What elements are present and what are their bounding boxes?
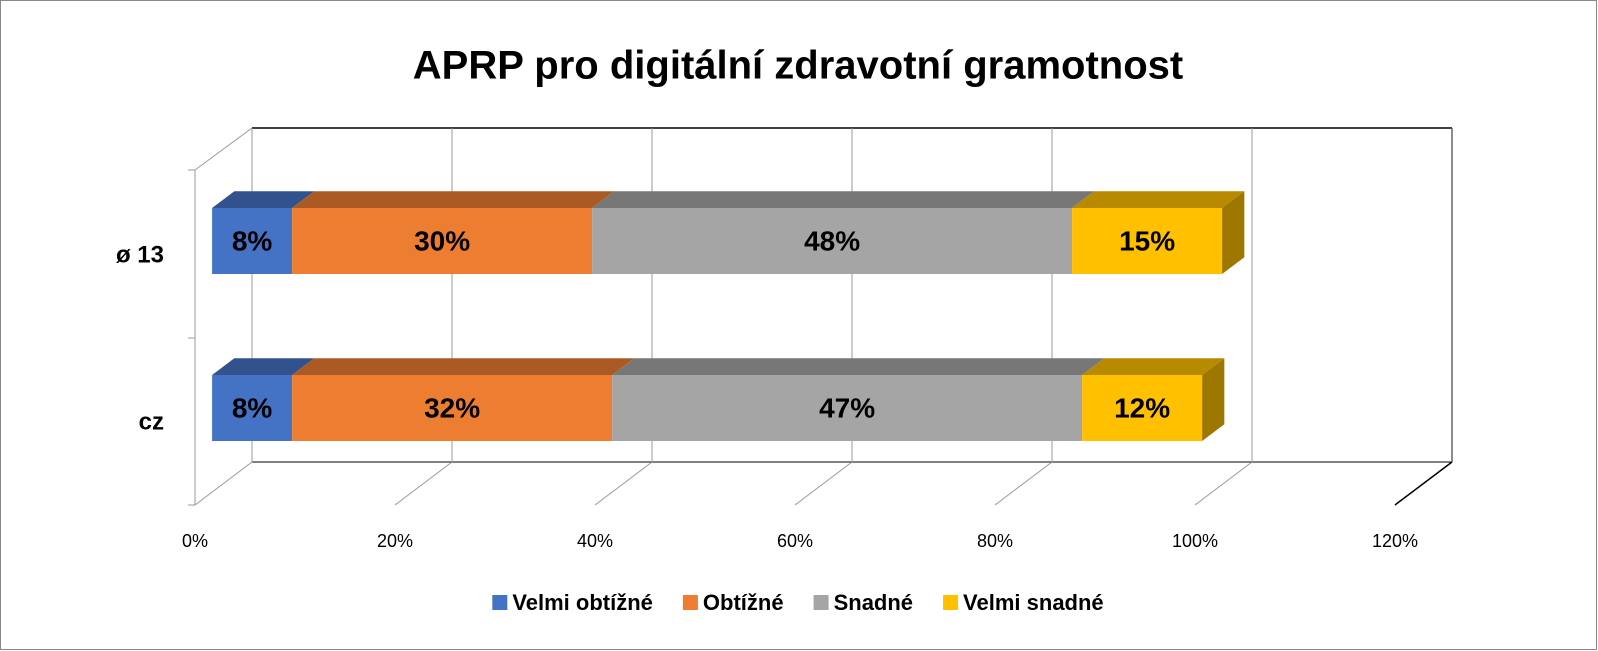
- floor-grid-line: [794, 461, 853, 506]
- bar: [212, 208, 293, 274]
- bar-top: [212, 358, 315, 375]
- floor-grid-line: [1394, 461, 1453, 506]
- x-tick-label: 40%: [577, 531, 613, 551]
- bar-top: [292, 191, 615, 208]
- legend-swatch: [813, 595, 829, 610]
- legend-label: Snadné: [834, 590, 913, 615]
- legend-label: Velmi snadné: [963, 590, 1104, 615]
- chart-title: APRP pro digitální zdravotní gramotnost: [413, 44, 1183, 88]
- legend-swatch: [682, 595, 698, 610]
- bar-top: [612, 358, 1105, 375]
- x-tick-label: 60%: [777, 531, 813, 551]
- legend-swatch: [492, 595, 508, 610]
- category-label: cz: [139, 408, 164, 435]
- x-tick-label: 0%: [182, 531, 208, 551]
- legend-label: Velmi obtížné: [512, 590, 653, 615]
- category-label: ø 13: [116, 241, 164, 268]
- bar: [212, 375, 293, 441]
- left-wall-edge: [194, 127, 253, 171]
- data-label: 48%: [804, 225, 860, 256]
- bar: [292, 375, 613, 441]
- x-tick-label: 120%: [1372, 531, 1418, 551]
- x-tick-label: 20%: [377, 531, 413, 551]
- data-label: 32%: [424, 392, 480, 423]
- floor-grid-line: [994, 461, 1053, 506]
- bar: [1072, 208, 1223, 274]
- bar-side: [1202, 358, 1225, 441]
- legend-label: Obtížné: [703, 590, 784, 615]
- bar-side: [1222, 191, 1245, 274]
- bar-top: [592, 191, 1095, 208]
- bar-top: [212, 191, 315, 208]
- bar: [1082, 375, 1203, 441]
- data-label: 8%: [232, 225, 273, 256]
- x-tick-label: 80%: [977, 531, 1013, 551]
- data-label: 12%: [1114, 392, 1170, 423]
- floor-grid-line: [194, 461, 253, 506]
- data-label: 15%: [1119, 225, 1175, 256]
- bar: [592, 208, 1073, 274]
- data-label: 8%: [232, 392, 273, 423]
- floor-grid-line: [594, 461, 653, 506]
- plot-area: 0% 20% 40% 60% 80% 100% 120% cz 8% 32% 47% 12% ø 13 8…: [116, 127, 1453, 551]
- bar-top: [1072, 191, 1245, 208]
- bar-top: [1082, 358, 1225, 375]
- floor-grid-line: [394, 461, 453, 506]
- bar: [612, 375, 1083, 441]
- bar-top: [292, 358, 635, 375]
- legend: Velmi obtížné Obtížné Snadné Velmi snadné: [492, 590, 1104, 615]
- legend-swatch: [943, 595, 959, 610]
- floor-grid-line: [1194, 461, 1253, 506]
- data-label: 30%: [414, 225, 470, 256]
- bar: [292, 208, 593, 274]
- x-tick-label: 100%: [1172, 531, 1218, 551]
- data-label: 47%: [819, 392, 875, 423]
